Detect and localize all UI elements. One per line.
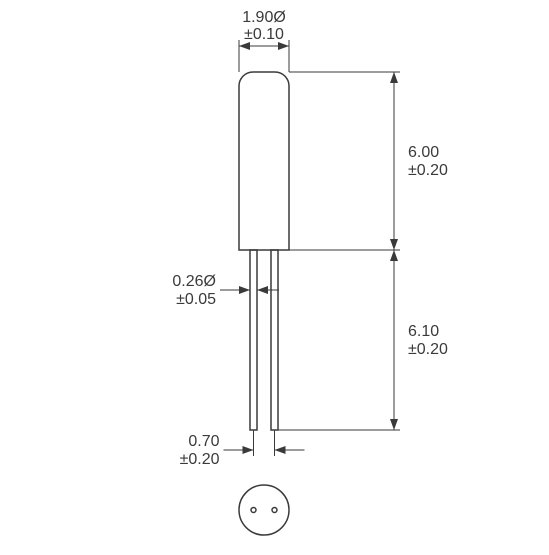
bottom-view-pin (272, 508, 277, 513)
arrow-head (243, 446, 254, 454)
arrow-head (390, 250, 398, 261)
lead-pitch-tol: ±0.20 (180, 451, 220, 468)
body-dia-label: 1.90Ø (242, 9, 286, 26)
body-dia-tol: ±0.10 (244, 26, 284, 43)
lead-left (250, 250, 257, 430)
lead-right (271, 250, 278, 430)
lead-len-tol: ±0.20 (408, 341, 448, 358)
body-len-label: 6.00 (408, 144, 439, 161)
arrow-head (239, 286, 250, 294)
arrow-head (257, 286, 268, 294)
arrow-head (275, 446, 286, 454)
arrow-head (390, 72, 398, 83)
arrow-head (239, 42, 250, 50)
lead-len-label: 6.10 (408, 323, 439, 340)
lead-dia-tol: ±0.05 (176, 291, 216, 308)
lead-pitch-label: 0.70 (188, 433, 219, 450)
body-len-tol: ±0.20 (408, 162, 448, 179)
arrow-head (390, 239, 398, 250)
crystal-body-outline (239, 72, 289, 250)
arrow-head (390, 419, 398, 430)
arrow-head (278, 42, 289, 50)
bottom-view-pin (251, 508, 256, 513)
bottom-view-outline (239, 485, 289, 535)
lead-dia-label: 0.26Ø (172, 273, 216, 290)
